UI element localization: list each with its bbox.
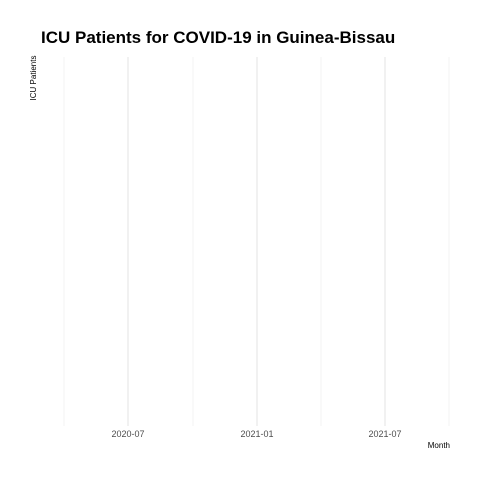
x-axis-label: Month [428, 441, 450, 450]
x-tick-label: 2020-07 [111, 429, 144, 439]
x-tick-label: 2021-07 [368, 429, 401, 439]
x-tick-label: 2021-01 [240, 429, 273, 439]
grid-lines [63, 57, 450, 426]
y-axis-label: ICU Patients [29, 56, 38, 101]
x-tick-labels: 2020-07 2021-01 2021-07 [111, 429, 401, 439]
chart-title: ICU Patients for COVID-19 in Guinea-Biss… [41, 28, 395, 47]
